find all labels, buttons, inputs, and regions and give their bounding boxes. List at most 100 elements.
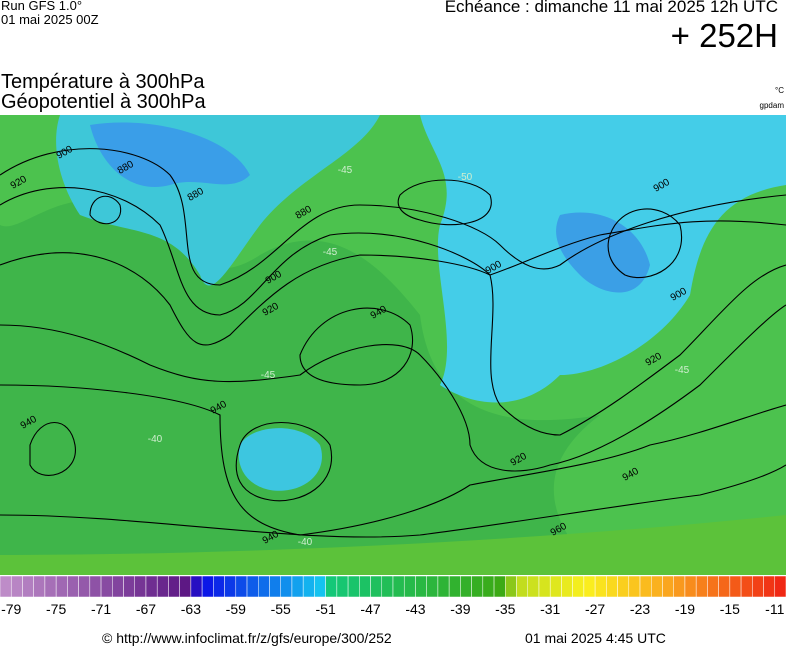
colorbar-tick-label: -59 [226, 601, 246, 617]
colorbar-cell [291, 576, 304, 598]
colorbar-tick-label: -67 [136, 601, 156, 617]
colorbar-cell [437, 576, 450, 598]
colorbar-cell [359, 576, 371, 598]
colorbar-cell [639, 576, 652, 598]
colorbar-tick-label: -27 [585, 601, 605, 617]
run-label: Run GFS 1.0° [1, 0, 83, 13]
colorbar-tick-label: -63 [181, 601, 201, 617]
colorbar-cell [347, 576, 360, 598]
colorbar-cell [628, 576, 641, 598]
colorbar-cell [22, 576, 34, 598]
temp-label: -45 [323, 247, 338, 258]
temp-label: -45 [675, 365, 690, 376]
title-geopotential: Géopotentiel à 300hPa [1, 91, 206, 113]
colorbar-cell [684, 576, 697, 598]
colorbar-cell [426, 576, 439, 598]
colorbar-tick-label: -35 [495, 601, 515, 617]
source-link: © http://www.infoclimat.fr/z/gfs/europe/… [102, 630, 392, 646]
colorbar-cell [673, 576, 686, 598]
colorbar-cell [10, 576, 23, 598]
colorbar-cell [168, 576, 180, 598]
colorbar-cell [583, 576, 596, 598]
colorbar-cell [482, 576, 495, 598]
colorbar-cell [213, 576, 225, 598]
run-date: 01 mai 2025 00Z [1, 12, 99, 27]
colorbar-cell [235, 576, 248, 598]
colorbar-cell [78, 576, 91, 598]
colorbar-cell [145, 576, 158, 598]
colorbar-cell [505, 576, 517, 598]
colorbar-cell [67, 576, 79, 598]
colorbar-cell [606, 576, 618, 598]
colorbar-cell [0, 576, 12, 598]
colorbar-tick-label: -39 [450, 601, 470, 617]
colorbar-cell [763, 576, 776, 598]
colorbar-cell [651, 576, 663, 598]
colorbar-cell [336, 576, 349, 598]
colorbar-cell [302, 576, 315, 598]
colorbar-cell [448, 576, 461, 598]
colorbar-cell [381, 576, 394, 598]
colorbar-cell [752, 576, 764, 598]
colorbar-tick-label: -55 [271, 601, 291, 617]
temp-label: -40 [148, 434, 163, 445]
colorbar-cell [201, 576, 214, 598]
colorbar-cell [179, 576, 192, 598]
colorbar-cell [695, 576, 708, 598]
colorbar-cell [246, 576, 259, 598]
valid-time: Echéance : dimanche 11 mai 2025 12h UTC [444, 0, 778, 16]
colorbar-cell [280, 576, 293, 598]
colorbar-cell [403, 576, 416, 598]
temp-label: -40 [298, 537, 313, 548]
colorbar-tick-label: -75 [46, 601, 66, 617]
colorbar-cell [415, 576, 427, 598]
colorbar-cell [538, 576, 551, 598]
colorbar-tick-label: -43 [405, 601, 425, 617]
colorbar-cell [662, 576, 674, 598]
temp-label: -50 [458, 172, 473, 183]
colorbar-cell [493, 576, 506, 598]
colorbar: -79 -75 -71 -67 -63 -59 -55 -51 -47 -43 -39 -35 -31 -… [0, 576, 786, 617]
colorbar-cell [269, 576, 281, 598]
unit-geo: gpdam [759, 101, 784, 110]
colorbar-tick-label: -47 [360, 601, 380, 617]
colorbar-cell [516, 576, 528, 598]
colorbar-cell [740, 576, 753, 598]
colorbar-cell [44, 576, 57, 598]
colorbar-tick-label: -51 [316, 601, 336, 617]
colorbar-cell [314, 576, 326, 598]
cold-core [90, 122, 250, 187]
colorbar-cell [392, 576, 405, 598]
colorbar-cell [123, 576, 135, 598]
colorbar-cell [729, 576, 742, 598]
temp-label: -45 [338, 165, 353, 176]
colorbar-cell [112, 576, 124, 598]
colorbar-cell [572, 576, 585, 598]
colorbar-cell [460, 576, 472, 598]
generated-time: 01 mai 2025 4:45 UTC [525, 630, 666, 646]
colorbar-cell [55, 576, 68, 598]
colorbar-cell [718, 576, 731, 598]
colorbar-cell [561, 576, 573, 598]
colorbar-tick-label: -23 [630, 601, 650, 617]
colorbar-tick-label: -71 [91, 601, 111, 617]
colorbar-cell [707, 576, 719, 598]
colorbar-cell [325, 576, 338, 598]
warm-zone [0, 515, 786, 575]
colorbar-cell [89, 576, 102, 598]
temp-label: -45 [261, 370, 276, 381]
colorbar-cell [258, 576, 270, 598]
cold-zone [238, 428, 322, 491]
title-temperature: Température à 300hPa [1, 71, 205, 93]
colorbar-cell [549, 576, 562, 598]
colorbar-tick-label: -31 [540, 601, 560, 617]
colorbar-cell [156, 576, 169, 598]
lead-time: + 252H [670, 17, 778, 54]
contours [0, 148, 786, 538]
colorbar-tick-label: -15 [720, 601, 740, 617]
colorbar-cell [224, 576, 237, 598]
colorbar-tick-label: -79 [1, 601, 21, 617]
colorbar-cell [33, 576, 46, 598]
